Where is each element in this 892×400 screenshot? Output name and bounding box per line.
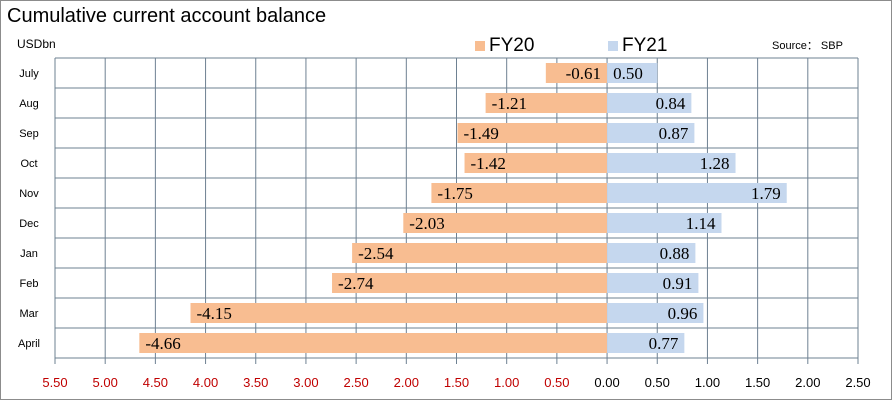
x-tick-label: 1.50 bbox=[444, 375, 469, 390]
bar-fy21 bbox=[607, 183, 787, 203]
data-label-fy21: 1.79 bbox=[751, 184, 781, 203]
x-tick-label: 0.00 bbox=[594, 375, 619, 390]
x-tick-label: 1.50 bbox=[745, 375, 770, 390]
category-label: Feb bbox=[20, 278, 39, 290]
data-label-fy20: -0.61 bbox=[566, 64, 601, 83]
data-label-fy21: 0.77 bbox=[649, 334, 679, 353]
bar-fy21 bbox=[607, 213, 722, 233]
unit-label: USDbn bbox=[17, 37, 56, 51]
x-tick-label: 1.00 bbox=[494, 375, 519, 390]
x-tick-label: 2.50 bbox=[845, 375, 870, 390]
x-tick-label: 2.00 bbox=[394, 375, 419, 390]
data-label-fy21: 0.50 bbox=[613, 64, 643, 83]
bar-fy21 bbox=[607, 153, 736, 173]
legend-swatch-fy21 bbox=[608, 41, 618, 51]
data-label-fy21: 0.88 bbox=[660, 244, 690, 263]
data-label-fy21: 0.96 bbox=[668, 304, 698, 323]
x-tick-label: 2.50 bbox=[343, 375, 368, 390]
category-label: Sep bbox=[19, 128, 39, 140]
bar-fy20 bbox=[352, 243, 608, 263]
data-label-fy20: -2.74 bbox=[338, 274, 374, 293]
legend-fy21: FY21 bbox=[608, 35, 667, 57]
bar-fy21 bbox=[607, 273, 699, 293]
legend-label-fy21: FY21 bbox=[622, 35, 668, 56]
bar-fy21 bbox=[607, 63, 658, 83]
data-label-fy20: -1.49 bbox=[464, 124, 499, 143]
bar-fy20 bbox=[332, 273, 608, 293]
x-tick-label: 4.50 bbox=[143, 375, 168, 390]
data-label-fy21: 1.14 bbox=[686, 214, 716, 233]
data-label-fy20: -2.54 bbox=[358, 244, 394, 263]
x-tick-label: 0.50 bbox=[544, 375, 569, 390]
legend-label-fy20: FY20 bbox=[489, 35, 535, 56]
category-label: July bbox=[19, 68, 39, 80]
bar-fy20 bbox=[403, 213, 608, 233]
data-label-fy20: -1.42 bbox=[471, 154, 506, 173]
chart-title: Cumulative current account balance bbox=[7, 5, 327, 27]
bar-fy21 bbox=[607, 93, 692, 113]
data-label-fy20: -4.15 bbox=[197, 304, 232, 323]
category-label: Jan bbox=[20, 248, 38, 260]
x-tick-label: 3.50 bbox=[243, 375, 268, 390]
x-tick-label: 0.50 bbox=[645, 375, 670, 390]
x-tick-label: 1.00 bbox=[695, 375, 720, 390]
category-label: Nov bbox=[19, 188, 39, 200]
bar-fy20 bbox=[545, 63, 608, 83]
bar-fy20 bbox=[485, 93, 608, 113]
x-tick-label: 5.50 bbox=[42, 375, 67, 390]
category-label: April bbox=[18, 338, 40, 350]
bar-fy20 bbox=[464, 153, 608, 173]
bar-fy21 bbox=[607, 243, 696, 263]
data-label-fy21: 1.28 bbox=[700, 154, 730, 173]
bar-fy20 bbox=[190, 303, 608, 323]
category-label: Mar bbox=[20, 308, 39, 320]
category-label: Oct bbox=[20, 158, 37, 170]
bar-fy20 bbox=[431, 183, 608, 203]
x-tick-label: 5.00 bbox=[93, 375, 118, 390]
data-label-fy21: 0.91 bbox=[663, 274, 693, 293]
bar-fy21 bbox=[607, 333, 685, 353]
bar-fy21 bbox=[607, 123, 695, 143]
bar-fy20 bbox=[139, 333, 608, 353]
legend-fy20: FY20 bbox=[475, 35, 534, 57]
x-tick-label: 2.00 bbox=[795, 375, 820, 390]
data-label-fy20: -4.66 bbox=[145, 334, 180, 353]
source-note: Source： SBP bbox=[772, 40, 843, 52]
x-tick-label: 3.00 bbox=[293, 375, 318, 390]
category-label: Dec bbox=[19, 218, 39, 230]
bar-fy21 bbox=[607, 303, 704, 323]
data-label-fy21: 0.84 bbox=[656, 94, 686, 113]
data-label-fy20: -1.21 bbox=[492, 94, 527, 113]
data-label-fy21: 0.87 bbox=[659, 124, 689, 143]
legend-swatch-fy20 bbox=[475, 41, 485, 51]
data-label-fy20: -1.75 bbox=[437, 184, 472, 203]
category-label: Aug bbox=[19, 98, 39, 110]
data-label-fy20: -2.03 bbox=[409, 214, 444, 233]
x-tick-label: 4.00 bbox=[193, 375, 218, 390]
bar-fy20 bbox=[457, 123, 608, 143]
